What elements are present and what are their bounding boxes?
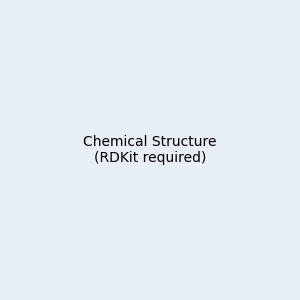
Text: Chemical Structure
(RDKit required): Chemical Structure (RDKit required) (83, 135, 217, 165)
